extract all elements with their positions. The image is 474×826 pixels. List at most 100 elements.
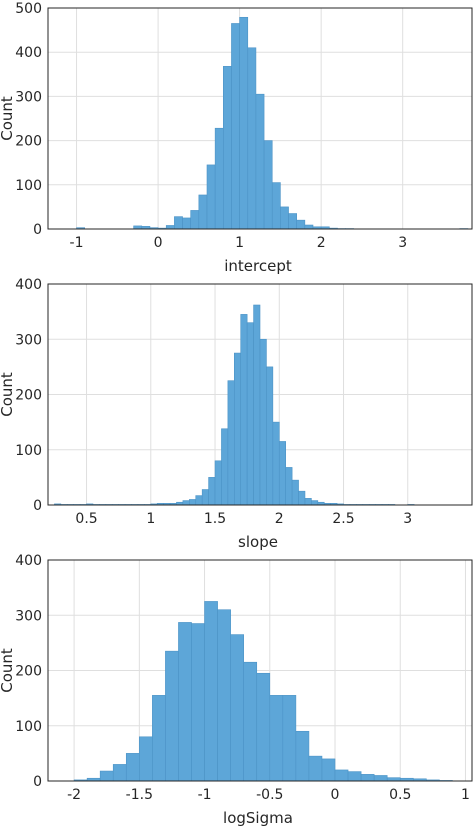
y-tick-label: 200: [15, 664, 42, 680]
x-tick-label: -2: [67, 787, 81, 803]
histogram-bar: [112, 764, 127, 782]
histogram-bar: [296, 219, 306, 230]
histogram-bar: [263, 140, 273, 230]
y-tick-label: 100: [15, 719, 42, 735]
histogram-bar: [99, 770, 114, 782]
histogram-bar: [201, 489, 209, 506]
histogram-bar: [125, 753, 140, 782]
histogram-bar: [285, 467, 293, 506]
histogram-bar: [298, 490, 306, 506]
histogram-bar: [195, 495, 203, 506]
histogram-panel-intercept: -1 0 1 2 3 0 100 200 300 400 500 intercept Count: [0, 1, 473, 275]
histogram-bar: [230, 634, 244, 782]
y-tick-label: 0: [33, 774, 42, 790]
histogram-bar: [271, 182, 281, 230]
x-tick-label: -1.5: [126, 787, 153, 803]
y-tick-label: 200: [15, 388, 42, 404]
x-tick-label: 1: [461, 787, 470, 803]
histogram-bar: [227, 380, 235, 506]
histogram-bar: [174, 216, 183, 230]
histogram-bar: [266, 366, 274, 506]
x-tick-label: -0.5: [256, 787, 283, 803]
x-tick-label: 3: [398, 235, 407, 251]
y-tick-label: 0: [33, 222, 42, 238]
histogram-bar: [282, 695, 297, 782]
x-tick-label: 0.5: [389, 787, 411, 803]
y-tick-label: 300: [15, 332, 42, 348]
histogram-bar: [231, 23, 240, 230]
x-tick-label: 2: [317, 235, 326, 251]
histogram-bar: [189, 499, 197, 506]
histogram-bar: [208, 477, 216, 506]
y-tick-label: 300: [15, 89, 42, 105]
histogram-bar: [182, 217, 191, 230]
x-tick-label: 3: [403, 511, 412, 527]
histogram-bar: [288, 213, 297, 230]
histogram-panel-slope: 0.5 1 1.5 2 2.5 3 0 100 200 300 400 slope Count: [0, 277, 473, 551]
histogram-bar: [295, 730, 310, 782]
x-tick-label: 2: [275, 511, 284, 527]
x-tick-label: -1: [70, 235, 84, 251]
histogram-bar: [280, 206, 289, 230]
y-tick-label: 400: [15, 553, 42, 569]
histogram-bar: [214, 127, 224, 230]
histogram-bar: [190, 210, 200, 230]
histogram-bar: [214, 460, 222, 506]
histogram-bar: [269, 695, 284, 782]
histogram-bar: [198, 194, 208, 230]
histogram-bar: [373, 775, 388, 782]
x-tick-label: 2.5: [332, 511, 354, 527]
histogram-bar: [204, 601, 218, 782]
x-tick-label: 0: [154, 235, 163, 251]
histogram-bar: [221, 428, 229, 506]
histogram-bar: [259, 338, 267, 506]
x-tick-label: -1: [198, 787, 212, 803]
axes-box: [47, 559, 473, 782]
y-tick-label: 400: [15, 45, 42, 61]
histogram-bar: [246, 322, 254, 506]
axes-box: [47, 7, 473, 230]
histogram-bar: [360, 774, 375, 782]
histogram-bar: [217, 609, 231, 782]
histogram-bar: [234, 352, 242, 506]
y-axis-label: Count: [0, 372, 16, 417]
histogram-bar: [291, 479, 299, 506]
histogram-bar: [165, 650, 179, 782]
histogram-bar: [334, 769, 349, 782]
histogram-bar: [272, 421, 280, 506]
histogram-bar: [255, 93, 265, 230]
histogram-bar: [165, 225, 175, 230]
y-tick-label: 400: [15, 277, 42, 293]
histogram-bar: [347, 771, 362, 782]
x-tick-label: 1: [235, 235, 244, 251]
x-tick-label: 1: [146, 511, 155, 527]
histogram-bar: [321, 758, 336, 782]
y-tick-label: 100: [15, 178, 42, 194]
histogram-bar: [191, 623, 205, 782]
histogram-bar: [239, 16, 249, 230]
y-tick-label: 100: [15, 443, 42, 459]
histogram-bar: [206, 164, 216, 230]
histogram-bar: [240, 314, 248, 506]
x-axis-label: intercept: [224, 257, 292, 275]
histogram-bar: [304, 498, 312, 506]
histogram-bar: [182, 500, 190, 506]
histogram-bar: [304, 224, 314, 230]
histogram-bar: [278, 441, 286, 506]
y-tick-label: 300: [15, 608, 42, 624]
histogram-bar: [256, 672, 271, 782]
histogram-bar: [223, 66, 232, 230]
x-tick-label: 0.5: [75, 511, 97, 527]
histogram-bar: [311, 500, 319, 506]
y-axis-label: Count: [0, 96, 16, 141]
x-tick-label: 1.5: [204, 511, 226, 527]
histogram-bar: [178, 622, 192, 782]
axes-box: [47, 283, 473, 506]
x-axis-label: slope: [238, 533, 278, 551]
x-axis-label: logSigma: [223, 809, 293, 826]
y-tick-label: 200: [15, 134, 42, 150]
histogram-bar: [243, 661, 258, 782]
histogram-bar: [253, 304, 261, 506]
x-tick-label: 0: [331, 787, 340, 803]
